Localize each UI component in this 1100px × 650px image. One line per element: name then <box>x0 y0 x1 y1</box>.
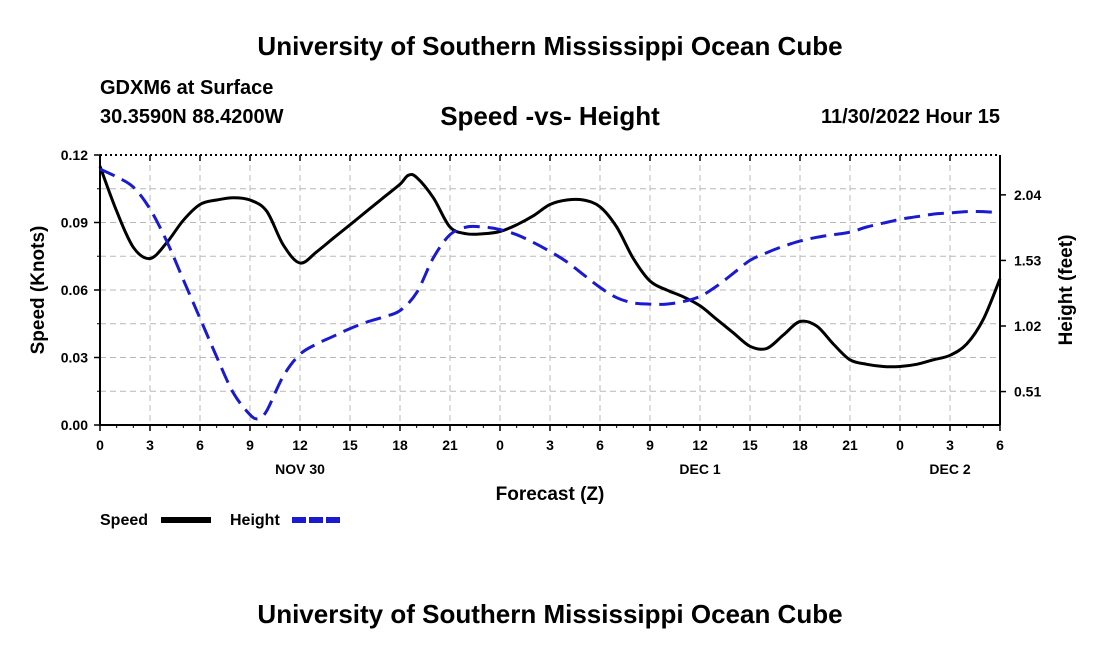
x-tick-label: 18 <box>792 437 808 453</box>
x-tick-label: 0 <box>96 437 104 453</box>
x-tick-label: 18 <box>392 437 408 453</box>
x-tick-label: 3 <box>146 437 154 453</box>
x-tick-label: 0 <box>496 437 504 453</box>
x-date-label: DEC 2 <box>929 461 970 477</box>
x-tick-label: 3 <box>946 437 954 453</box>
x-tick-label: 6 <box>996 437 1004 453</box>
y2-tick-label: 0.51 <box>1014 384 1041 400</box>
series-line-speed <box>98 165 1002 369</box>
y-tick-label: 0.09 <box>61 215 88 231</box>
x-tick-label: 6 <box>196 437 204 453</box>
y2-tick-label: 1.02 <box>1014 318 1041 334</box>
footer-title: University of Southern Mississippi Ocean… <box>257 599 843 629</box>
x-tick-label: 12 <box>692 437 708 453</box>
x-tick-label: 0 <box>896 437 904 453</box>
station-coordinates: 30.3590N 88.4200W <box>100 106 284 128</box>
x-tick-label: 9 <box>646 437 654 453</box>
y-tick-label: 0.06 <box>61 282 88 298</box>
forecast-datetime: 11/30/2022 Hour 15 <box>820 106 1000 128</box>
x-tick-label: 9 <box>246 437 254 453</box>
y-tick-label: 0.00 <box>61 417 88 433</box>
legend-label-height: Height <box>230 512 280 529</box>
y2-tick-label: 1.53 <box>1014 252 1041 268</box>
x-axis-title: Forecast (Z) <box>496 484 605 505</box>
station-name: GDXM6 at Surface <box>100 77 274 99</box>
y2-axis-title: Height (feet) <box>1056 235 1077 346</box>
x-date-label: NOV 30 <box>275 461 325 477</box>
y-axis-title: Speed (Knots) <box>28 226 49 355</box>
x-tick-label: 15 <box>342 437 358 453</box>
x-tick-label: 15 <box>742 437 758 453</box>
x-tick-label: 6 <box>596 437 604 453</box>
y-tick-label: 0.12 <box>61 147 88 163</box>
x-tick-label: 3 <box>546 437 554 453</box>
main-title: University of Southern Mississippi Ocean… <box>257 31 843 61</box>
x-tick-label: 21 <box>842 437 858 453</box>
series-line-height <box>99 167 1001 421</box>
x-tick-label: 21 <box>442 437 458 453</box>
x-date-label: DEC 1 <box>679 461 720 477</box>
chart-title: Speed -vs- Height <box>440 101 660 131</box>
y2-tick-label: 2.04 <box>1014 187 1041 203</box>
legend-label-speed: Speed <box>100 512 148 529</box>
x-tick-label: 12 <box>292 437 308 453</box>
y-tick-label: 0.03 <box>61 350 88 366</box>
